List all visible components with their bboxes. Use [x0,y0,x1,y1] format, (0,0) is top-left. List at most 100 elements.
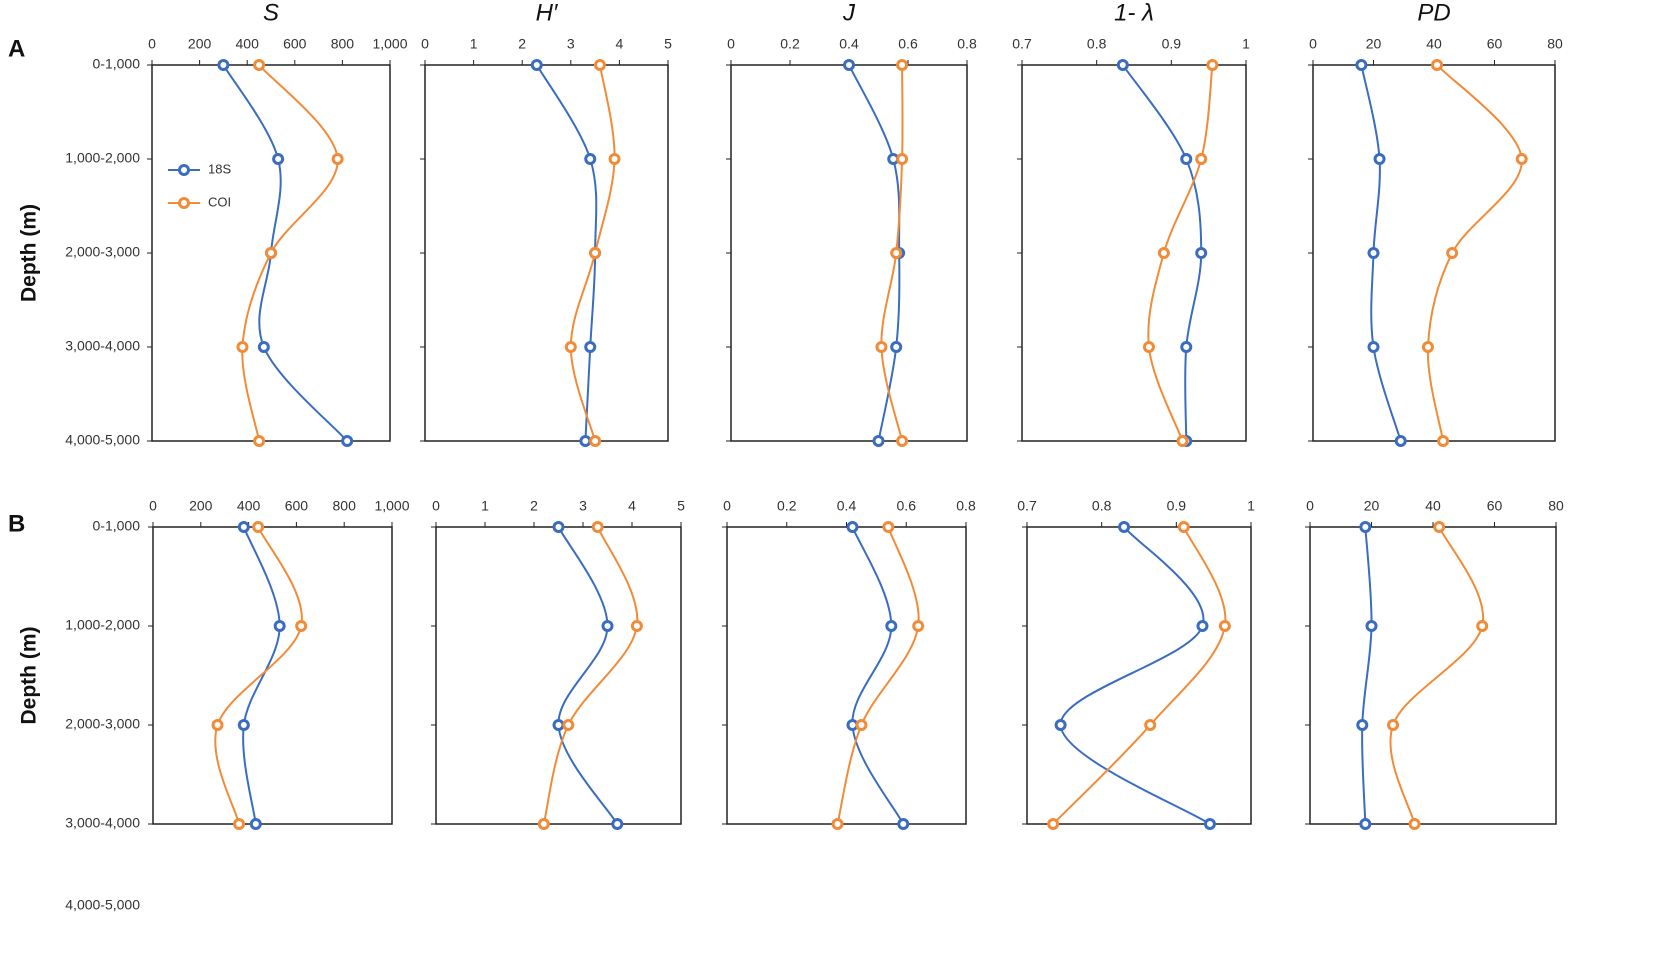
x-tick-label: 0.8 [1087,36,1107,52]
point [872,435,885,447]
x-tick-label: 200 [189,498,213,514]
x-tick-label: 1 [1242,36,1250,52]
point [1367,247,1380,259]
point [593,59,606,71]
x-tick-label: 0.9 [1167,498,1187,514]
y-tick-label: 3,000-4,000 [65,338,140,354]
x-tick-label: 40 [1426,36,1442,52]
point [1431,59,1444,71]
series-line [1059,526,1211,825]
point [896,59,909,71]
point [562,719,575,731]
point [1356,719,1369,731]
x-tick-label: 0 [148,36,156,52]
point [295,620,308,632]
x-tick-label: 600 [285,498,309,514]
point [584,153,597,165]
series-line [535,64,598,442]
x-tick-label: 800 [331,36,355,52]
point [890,247,903,259]
x-tick-label: 2 [530,498,538,514]
x-tick-label: 400 [237,498,261,514]
point [1373,153,1386,165]
point [257,341,270,353]
point [253,435,266,447]
series-line [1426,64,1523,442]
series-line [222,64,348,442]
panel-title: J [842,0,856,26]
point [1180,153,1193,165]
y-axis-label: Depth (m) [18,204,41,302]
series-line [214,526,303,825]
series-line [542,526,639,825]
x-tick-label: 2 [518,36,526,52]
series-line [1360,64,1402,442]
point [846,521,859,533]
plot-frame [1026,526,1252,825]
plot-frame [1021,64,1247,442]
point [1203,818,1216,830]
series-line [241,64,339,442]
x-tick-label: 0 [149,498,157,514]
x-tick-label: 1 [481,498,489,514]
x-tick-label: 4 [616,36,624,52]
point [882,521,895,533]
point [1118,521,1131,533]
plot-frame [1309,526,1557,825]
x-tick-label: 0.8 [1092,498,1112,514]
y-tick-label: 4,000-5,000 [65,897,140,913]
x-tick-label: 80 [1548,498,1564,514]
y-tick-label: 0-1,000 [93,56,141,72]
x-tick-label: 0.7 [1017,498,1037,514]
panel-title: H′ [536,0,559,26]
point [1218,620,1231,632]
point [1144,719,1157,731]
plot-frame [1312,64,1556,442]
point [233,818,246,830]
legend-marker [178,164,190,176]
series-line [242,526,281,825]
y-tick-label: 4,000-5,000 [65,432,140,448]
plot-frame [424,64,669,442]
point [890,341,903,353]
y-tick-label: 1,000-2,000 [65,617,140,633]
point [249,818,262,830]
x-tick-label: 4 [628,498,636,514]
x-tick-label: 40 [1425,498,1441,514]
x-tick-label: 400 [236,36,260,52]
point [897,818,910,830]
point [273,620,286,632]
x-tick-label: 60 [1487,498,1503,514]
point [912,620,925,632]
point [1206,59,1219,71]
panel-title: PD [1417,0,1450,26]
x-tick-label: 80 [1547,36,1563,52]
y-tick-label: 0-1,000 [93,518,141,534]
x-tick-label: 0 [1309,36,1317,52]
point [1365,620,1378,632]
x-tick-label: 800 [333,498,357,514]
x-tick-label: 0.7 [1012,36,1032,52]
point [530,59,543,71]
point [1176,435,1189,447]
x-tick-label: 3 [567,36,575,52]
x-tick-label: 1 [1247,498,1255,514]
point [1359,521,1372,533]
point [855,719,868,731]
x-tick-label: 0.8 [957,36,977,52]
point [1195,247,1208,259]
x-tick-label: 0 [727,36,735,52]
series-line [851,526,905,825]
x-tick-label: 5 [664,36,672,52]
point [611,818,624,830]
point [579,435,592,447]
point [843,59,855,71]
point [1359,818,1372,830]
point [211,719,224,731]
x-tick-label: 0.4 [837,498,857,514]
point [1476,620,1489,632]
x-tick-label: 1,000 [374,498,409,514]
series-line [1361,526,1373,825]
x-tick-label: 5 [677,498,685,514]
